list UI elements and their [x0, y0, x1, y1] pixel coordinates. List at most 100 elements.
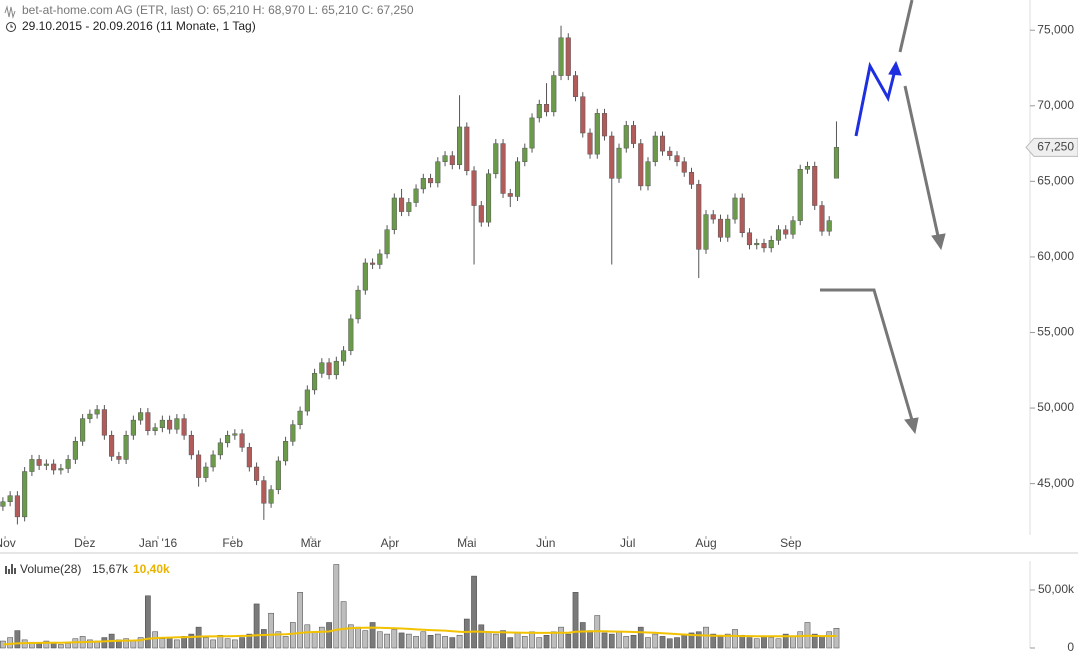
- candle-body: [688, 172, 695, 185]
- y-tick-label: 60,000: [1037, 249, 1074, 263]
- volume-bar: [159, 638, 166, 649]
- volume-bar: [782, 633, 789, 649]
- candle-body: [188, 435, 194, 456]
- volume-bar: [239, 637, 245, 649]
- volume-bar: [645, 637, 651, 649]
- volume-bar: [681, 634, 688, 649]
- candle-body: [812, 165, 818, 206]
- candle-body: [145, 412, 151, 431]
- volume-bar: [304, 624, 311, 649]
- volume-bar: [137, 637, 144, 649]
- volume-bar: [376, 631, 383, 649]
- candle-body: [420, 178, 426, 190]
- volume-bar: [826, 631, 833, 649]
- candle-body: [14, 495, 20, 518]
- volume-bar: [398, 632, 405, 649]
- volume-ma-value: 10,40k: [133, 562, 170, 576]
- volume-bar: [275, 631, 282, 649]
- candle-body: [210, 454, 216, 468]
- candle-body: [254, 466, 260, 481]
- volume-bar: [123, 638, 129, 649]
- volume-bar: [210, 639, 216, 649]
- candle-body: [543, 104, 550, 113]
- volume-bar: [572, 592, 579, 649]
- x-tick-label: Sep: [780, 536, 802, 550]
- volume-bar: [333, 564, 340, 649]
- volume-value: 15,67k: [92, 562, 129, 576]
- volume-bar: [616, 631, 622, 649]
- volume-bar: [666, 638, 673, 649]
- volume-bar: [768, 637, 775, 649]
- volume-bar: [442, 636, 448, 649]
- candle-body: [804, 165, 811, 170]
- volume-bar: [739, 634, 746, 649]
- volume-bar: [318, 626, 325, 649]
- candle-body: [72, 441, 78, 460]
- volume-bar: [36, 643, 42, 649]
- candle-body: [22, 471, 28, 518]
- candle-body: [268, 489, 274, 504]
- candle-body: [572, 75, 579, 97]
- volume-bar: [340, 601, 347, 649]
- candle-body: [333, 360, 339, 376]
- volume-bar: [695, 631, 702, 649]
- candle-body: [428, 178, 434, 184]
- candle-body: [399, 197, 405, 212]
- volume-bar: [797, 631, 804, 649]
- volume-bar: [478, 624, 485, 649]
- volume-bar: [87, 639, 93, 649]
- candle-body: [659, 135, 666, 152]
- volume-bar: [65, 643, 71, 649]
- candle-body: [623, 125, 629, 149]
- volume-bar: [659, 636, 666, 649]
- volume-ma-line: [2, 626, 837, 646]
- drawing-annotations: [820, 0, 946, 435]
- volume-bar: [152, 631, 158, 649]
- volume-bar: [500, 630, 506, 649]
- candle-body: [630, 125, 637, 144]
- candle-body: [456, 126, 463, 165]
- volume-bar: [456, 634, 463, 649]
- candle-body: [514, 161, 521, 197]
- candle-body: [500, 143, 506, 194]
- volume-bar: [565, 633, 572, 649]
- candle-body: [319, 362, 325, 374]
- candle-body: [181, 418, 187, 436]
- volume-bar: [550, 631, 557, 649]
- candle-body: [522, 147, 528, 162]
- volume-bar: [790, 636, 796, 649]
- candle-body: [58, 468, 64, 471]
- volume-bar: [268, 612, 274, 649]
- volume-bar: [289, 622, 296, 649]
- candle-body: [87, 413, 93, 419]
- candle-body: [196, 454, 202, 478]
- volume-bar: [819, 636, 825, 649]
- candle-body: [109, 435, 115, 457]
- last-price-tag: [1025, 137, 1078, 157]
- x-tick-label: Jun: [536, 536, 555, 550]
- candle-body: [217, 442, 223, 456]
- volume-bar: [587, 630, 593, 649]
- volume-bar: [282, 636, 289, 649]
- candle-body: [355, 289, 361, 320]
- volume-bar: [405, 633, 412, 649]
- candle-body: [370, 262, 376, 265]
- volume-bar: [311, 631, 318, 649]
- candle-body: [601, 113, 608, 137]
- candle-body: [609, 135, 615, 179]
- candle-body: [413, 188, 419, 203]
- volume-bar: [761, 636, 767, 649]
- candle-body: [464, 126, 470, 172]
- volume-bar: [188, 633, 195, 649]
- volume-bar: [521, 636, 528, 649]
- candle-body: [449, 155, 455, 165]
- candle-body: [384, 229, 390, 255]
- header-icon: [4, 5, 16, 32]
- candle-body: [652, 135, 658, 162]
- candle-body: [290, 424, 296, 442]
- volume-bar: [58, 644, 64, 649]
- candle-body: [507, 193, 513, 197]
- candle-body: [536, 104, 542, 119]
- candle-body: [123, 435, 129, 460]
- volume-bar: [101, 637, 108, 649]
